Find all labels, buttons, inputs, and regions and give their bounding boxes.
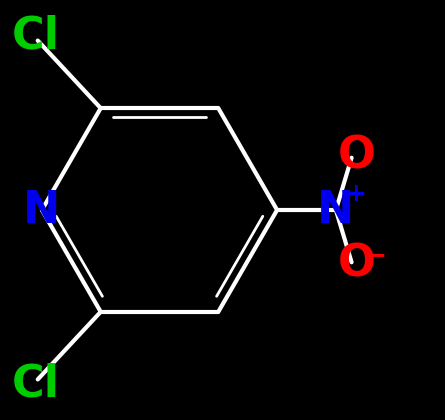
Text: O: O <box>338 134 376 177</box>
Text: +: + <box>346 182 367 206</box>
Text: Cl: Cl <box>12 14 60 57</box>
Text: O: O <box>338 243 376 286</box>
Text: N: N <box>317 189 355 231</box>
Text: Cl: Cl <box>12 363 60 406</box>
Text: N: N <box>23 189 61 231</box>
Text: −: − <box>365 243 386 267</box>
